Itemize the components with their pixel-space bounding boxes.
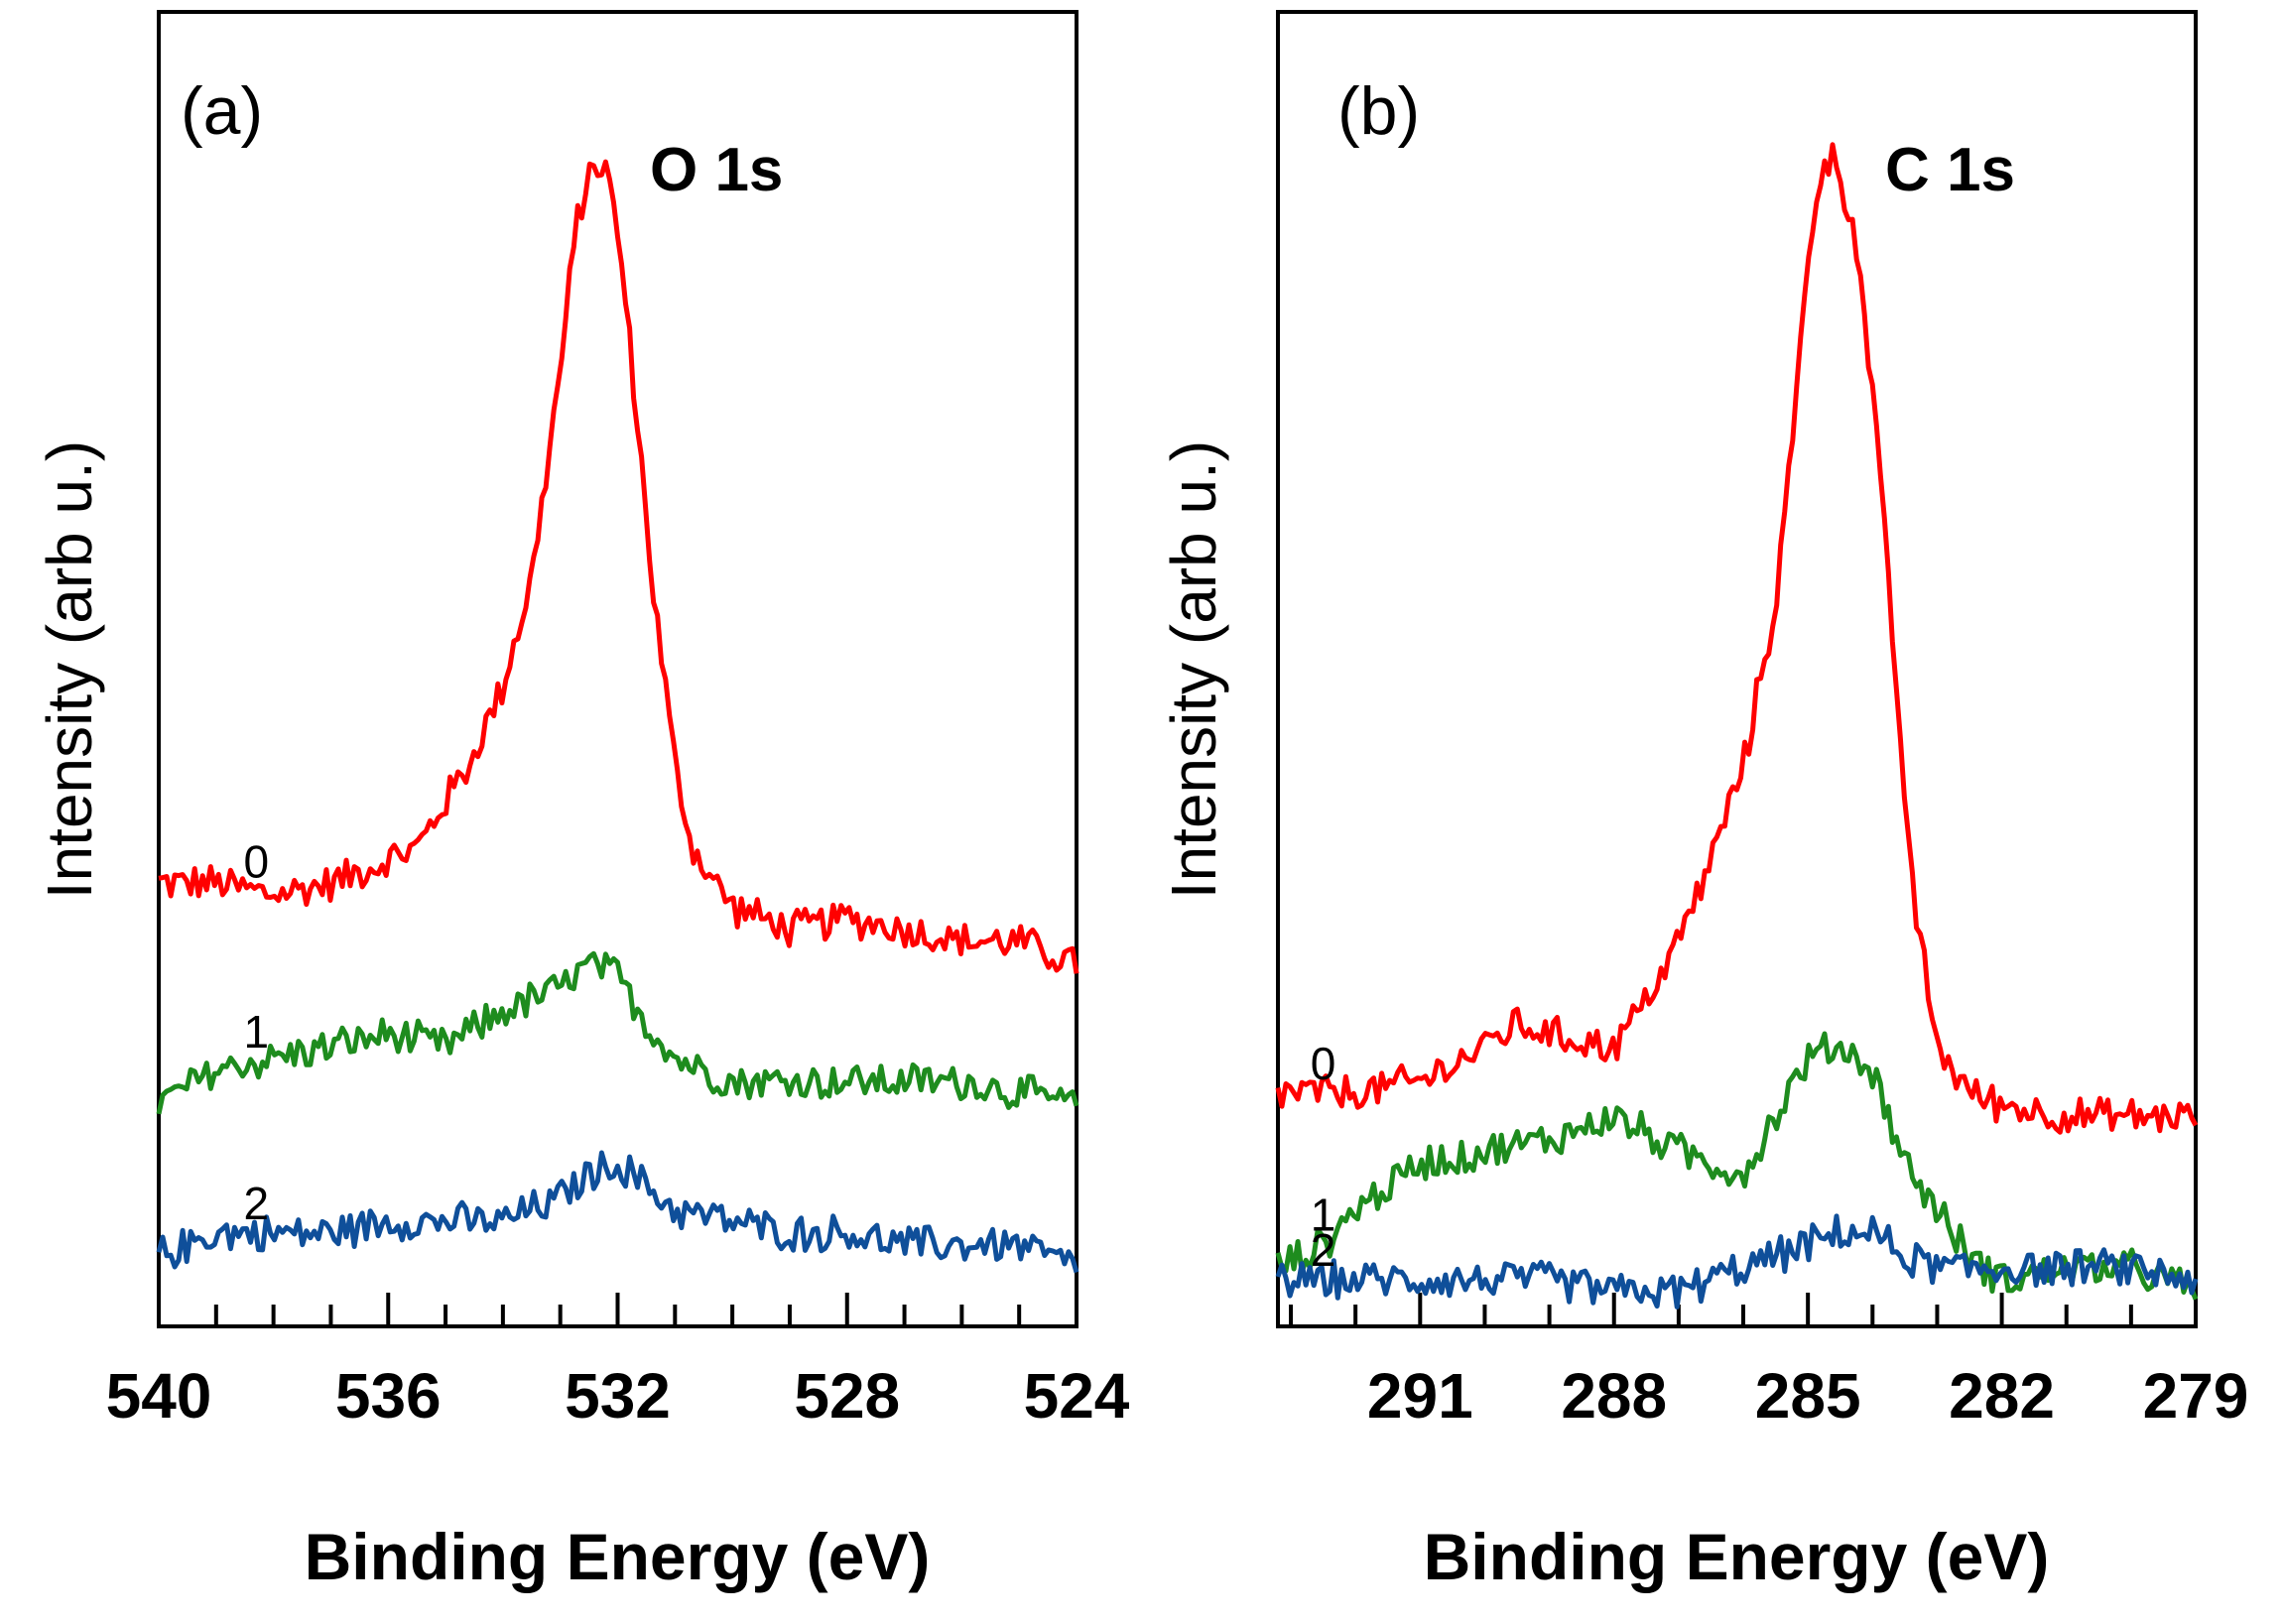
- x-tick-label: 536: [335, 1360, 442, 1432]
- series-line-1: [1275, 1031, 2199, 1301]
- x-tick-label: 291: [1367, 1360, 1473, 1432]
- x-tick-label: 279: [2143, 1360, 2249, 1432]
- x-tick-label: 282: [1949, 1360, 2055, 1432]
- panel-b-c1s: (b) C 1s Intensity (arb u.) Binding Ener…: [1158, 10, 2249, 1593]
- chart-title: C 1s: [1885, 136, 2015, 204]
- y-axis-title: Intensity (arb u.): [1158, 440, 1229, 899]
- x-axis-ticks: 291 288 285 282 279: [1289, 1293, 2249, 1432]
- x-tick-label: 540: [106, 1360, 212, 1432]
- series-layer: 0 12: [1275, 142, 2199, 1310]
- series-line-0: [158, 159, 1079, 974]
- x-axis-ticks: 540 536 532 528 524: [106, 1293, 1130, 1432]
- series-line-2: [156, 1150, 1079, 1274]
- panel-label: (b): [1337, 73, 1420, 149]
- series-line-0: [1275, 142, 2199, 1135]
- x-tick-label: 528: [794, 1360, 900, 1432]
- x-tick-label: 285: [1755, 1360, 1861, 1432]
- plot-frame: [1276, 10, 2198, 1328]
- series-label-1: 1: [1311, 1189, 1336, 1241]
- x-tick-label: 288: [1561, 1360, 1667, 1432]
- x-axis-title: Binding Energy (eV): [305, 1520, 931, 1593]
- series-label-1: 1: [243, 1006, 269, 1058]
- series-layer: 0 1 2: [156, 159, 1079, 1274]
- series-label-0: 0: [243, 835, 269, 887]
- x-tick-label: 532: [565, 1360, 671, 1432]
- x-tick-label: 524: [1024, 1360, 1130, 1432]
- series-label-2: 2: [243, 1178, 269, 1229]
- x-axis-title: Binding Energy (eV): [1424, 1520, 2050, 1593]
- series-label-2: 2: [1311, 1224, 1336, 1276]
- chart-title: O 1s: [650, 136, 783, 204]
- plot-frame: [157, 10, 1079, 1328]
- series-line-1: [156, 950, 1079, 1115]
- series-line-2: [1275, 1213, 2199, 1310]
- y-axis-title: Intensity (arb u.): [34, 440, 105, 899]
- panel-a-o1s: (a) O 1s Intensity (arb u.) Binding Ener…: [34, 10, 1130, 1593]
- panel-label: (a): [181, 73, 263, 149]
- series-label-0: 0: [1311, 1038, 1336, 1089]
